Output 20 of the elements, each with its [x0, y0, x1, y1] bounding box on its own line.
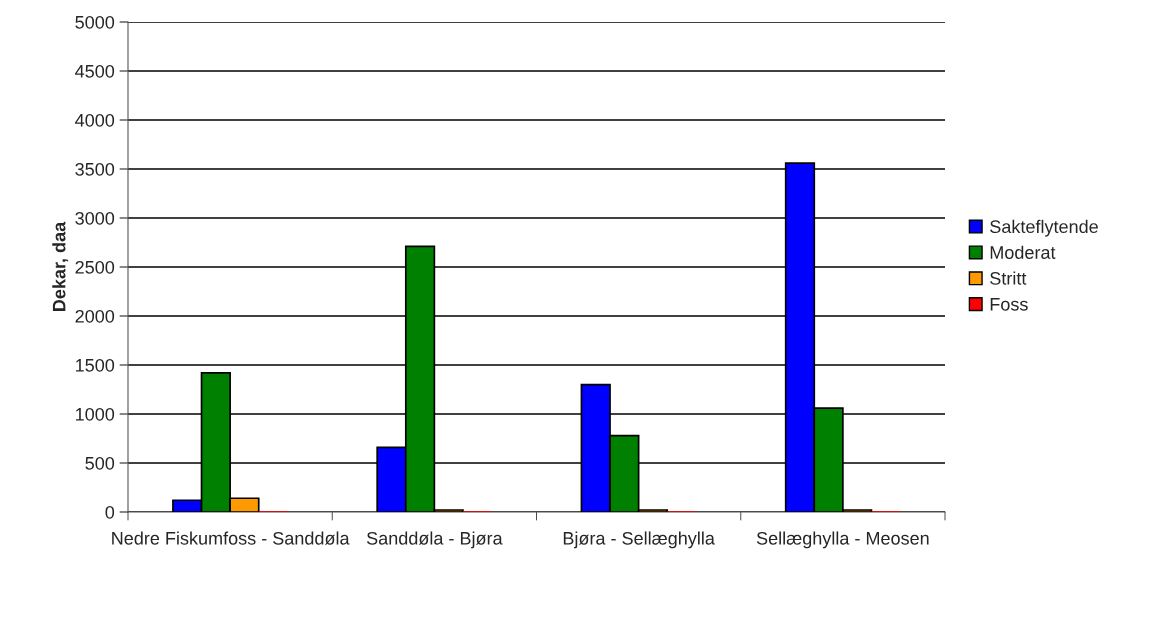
y-tick-label: 4500	[75, 64, 115, 78]
y-tick-label: 0	[105, 505, 115, 519]
x-tick-label: Nedre Fiskumfoss - Sanddøla	[112, 531, 350, 545]
x-tick-label: Sellæghylla - Meosen	[756, 531, 929, 549]
y-tick-label: 3500	[75, 162, 115, 176]
y-axis-title: Dekar, daa	[52, 221, 69, 311]
y-tick-label: 2000	[75, 309, 115, 323]
legend-label: Stritt	[990, 271, 1027, 285]
y-tick-label: 3000	[75, 211, 115, 225]
legend-label: Foss	[990, 298, 1028, 311]
y-tick-label: 500	[85, 456, 115, 470]
legend-label: Moderat	[990, 245, 1056, 259]
y-tick-label: 2500	[75, 260, 115, 274]
y-tick-label: 1000	[76, 407, 115, 421]
y-tick-label: 5000	[75, 15, 115, 29]
y-tick-label: 4000	[75, 113, 115, 127]
y-tick-label: 1500	[76, 358, 115, 372]
x-tick-label: Sanddøla - Bjøra	[366, 531, 503, 549]
x-tick-label: Bjøra - Sellæghylla	[563, 531, 715, 549]
legend-label: Sakteflytende	[990, 219, 1098, 237]
